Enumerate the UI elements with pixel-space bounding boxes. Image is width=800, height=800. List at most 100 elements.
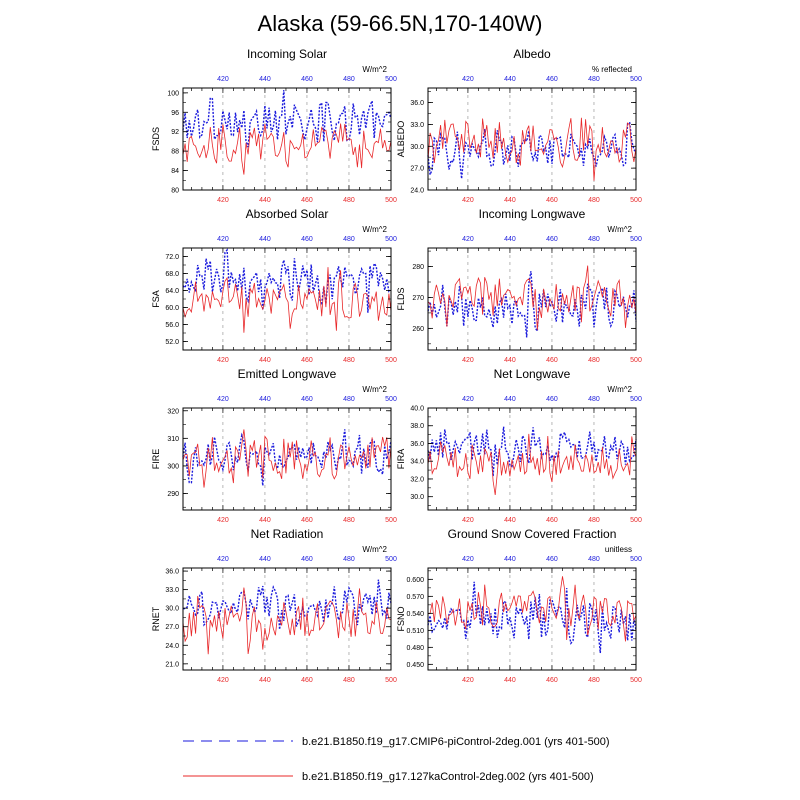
y-axis-label: RNET <box>151 606 161 631</box>
y-axis-label: FLDS <box>396 287 406 310</box>
x-tick-label-top: 460 <box>301 236 313 243</box>
x-tick-label: 440 <box>259 357 271 364</box>
x-tick-label: 420 <box>462 197 474 204</box>
x-tick-label: 420 <box>217 677 229 684</box>
x-tick-label-top: 500 <box>385 76 397 83</box>
y-tick-label: 260 <box>412 326 424 333</box>
x-tick-label: 460 <box>301 677 313 684</box>
y-tick-label: 310 <box>167 436 179 443</box>
x-tick-label-top: 440 <box>259 396 271 403</box>
x-tick-label: 500 <box>385 517 397 524</box>
y-tick-label: 38.0 <box>410 423 424 430</box>
x-tick-label-top: 480 <box>588 236 600 243</box>
x-tick-label-top: 480 <box>588 556 600 563</box>
plot-frame <box>427 407 637 511</box>
x-tick-label: 460 <box>301 517 313 524</box>
series-line-piControl <box>182 248 392 313</box>
series-line-127ka <box>427 433 637 496</box>
panel-emitted-longwave: Emitted Longwave W/m^2 420 420 440 440 460 460 4… <box>151 367 397 524</box>
plot-frame <box>427 247 637 351</box>
y-tick-label: 0.480 <box>406 645 424 652</box>
series-line-piControl <box>427 271 637 338</box>
x-tick-label-top: 420 <box>462 236 474 243</box>
y-tick-label: 320 <box>167 408 179 415</box>
x-tick-label-top: 420 <box>217 556 229 563</box>
x-tick-label-top: 440 <box>259 556 271 563</box>
y-tick-label: 0.510 <box>406 628 424 635</box>
y-tick-label: 300 <box>167 463 179 470</box>
y-tick-label: 52.0 <box>165 339 179 346</box>
x-tick-label: 500 <box>630 197 642 204</box>
y-tick-label: 32.0 <box>410 476 424 483</box>
x-tick-label-top: 420 <box>462 76 474 83</box>
series-line-piControl <box>427 121 637 179</box>
x-tick-label-top: 480 <box>588 396 600 403</box>
legend: b.e21.B1850.f19_g17.CMIP6-piControl-2deg… <box>183 736 610 783</box>
series-line-piControl <box>427 581 637 654</box>
panel-title: Absorbed Solar <box>246 207 329 221</box>
y-tick-label: 80 <box>171 188 179 195</box>
x-tick-label-top: 460 <box>301 556 313 563</box>
x-tick-label-top: 460 <box>546 556 558 563</box>
x-tick-label: 420 <box>462 517 474 524</box>
y-axis-label: FIRA <box>396 449 406 470</box>
series-line-127ka <box>182 123 392 175</box>
y-tick-label: 72.0 <box>165 254 179 261</box>
panel-net-longwave: Net Longwave W/m^2 420 420 440 440 460 460 480 48… <box>396 367 642 524</box>
y-tick-label: 84 <box>171 168 179 175</box>
x-tick-label: 420 <box>217 357 229 364</box>
x-tick-label-top: 420 <box>217 76 229 83</box>
y-tick-label: 0.600 <box>406 577 424 584</box>
x-tick-label-top: 460 <box>546 396 558 403</box>
y-tick-label: 36.0 <box>410 441 424 448</box>
panel-incoming-longwave: Incoming Longwave W/m^2 420 420 440 440 460 460… <box>396 207 642 364</box>
x-tick-label: 420 <box>217 517 229 524</box>
x-tick-label-top: 420 <box>462 396 474 403</box>
y-axis-label: ALBEDO <box>396 121 406 158</box>
x-tick-label: 460 <box>546 197 558 204</box>
legend-label-b: b.e21.B1850.f19_g17.127kaControl-2deg.00… <box>302 771 594 783</box>
plot-frame <box>427 87 637 191</box>
x-tick-label-top: 440 <box>504 76 516 83</box>
panel-title: Emitted Longwave <box>238 367 337 381</box>
panel-units: unitless <box>605 545 632 554</box>
x-tick-label-top: 420 <box>217 236 229 243</box>
series-line-piControl <box>182 579 392 630</box>
x-tick-label-top: 460 <box>301 76 313 83</box>
x-tick-label: 440 <box>259 197 271 204</box>
x-tick-label-top: 500 <box>385 236 397 243</box>
y-tick-label: 56.0 <box>165 322 179 329</box>
panel-title: Incoming Longwave <box>479 207 586 221</box>
panel-incoming-solar: Incoming Solar W/m^2 420 420 440 440 460 460 480… <box>151 47 397 204</box>
x-tick-label-top: 460 <box>546 76 558 83</box>
y-axis-label: FSNO <box>396 606 406 631</box>
panel-units: W/m^2 <box>607 385 632 394</box>
y-tick-label: 24.0 <box>410 188 424 195</box>
legend-label-a: b.e21.B1850.f19_g17.CMIP6-piControl-2deg… <box>302 736 610 748</box>
x-tick-label: 460 <box>546 677 558 684</box>
x-tick-label-top: 460 <box>546 236 558 243</box>
x-tick-label-top: 440 <box>504 396 516 403</box>
plot-frame <box>427 567 637 671</box>
y-tick-label: 96 <box>171 110 179 117</box>
x-tick-label: 440 <box>504 517 516 524</box>
series-line-127ka <box>182 587 392 655</box>
x-tick-label: 500 <box>385 677 397 684</box>
plot-frame <box>182 407 392 511</box>
y-tick-label: 27.0 <box>165 624 179 631</box>
panel-albedo: Albedo % reflected 420 420 440 440 460 460 480 48… <box>396 47 642 204</box>
x-tick-label-top: 480 <box>343 396 355 403</box>
panel-units: W/m^2 <box>362 385 387 394</box>
x-tick-label-top: 440 <box>504 556 516 563</box>
x-tick-label: 500 <box>630 677 642 684</box>
x-tick-label: 460 <box>546 357 558 364</box>
x-tick-label: 440 <box>504 677 516 684</box>
figure-title: Alaska (59-66.5N,170-140W) <box>258 11 543 36</box>
y-tick-label: 33.0 <box>165 587 179 594</box>
y-axis-label: FSA <box>151 290 161 308</box>
y-tick-label: 280 <box>412 264 424 271</box>
x-tick-label: 480 <box>588 197 600 204</box>
x-tick-label: 420 <box>217 197 229 204</box>
x-tick-label: 460 <box>546 517 558 524</box>
y-tick-label: 100 <box>167 90 179 97</box>
